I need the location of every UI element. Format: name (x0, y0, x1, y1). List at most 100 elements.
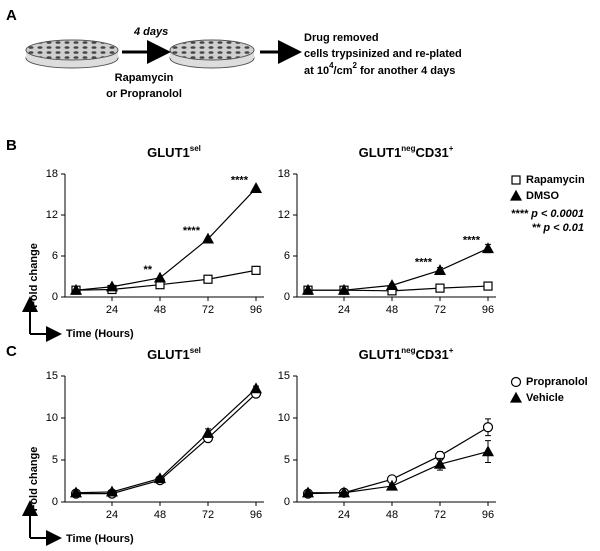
marker (385, 479, 399, 491)
x-tick-label: 72 (202, 304, 214, 316)
x-axis-label: Time (Hours) (66, 533, 134, 545)
dish (25, 39, 119, 69)
y-tick-label: 10 (46, 412, 58, 424)
x-tick-label: 48 (386, 509, 398, 521)
x-tick-label: 24 (338, 509, 350, 521)
text-part: GLUT1 (359, 145, 402, 160)
marker (249, 382, 263, 394)
x-tick-label: 24 (106, 304, 118, 316)
text-part: for another 4 days (357, 65, 455, 77)
marker (251, 265, 261, 275)
y-tick-label: 15 (278, 370, 290, 382)
chart-title: GLUT1sel (147, 144, 201, 160)
y-tick-label: 6 (284, 250, 290, 262)
marker (203, 274, 213, 284)
note: ** p < 0.01 (532, 222, 584, 234)
y-tick-label: 12 (278, 209, 290, 221)
treatment: Rapamycin (115, 72, 174, 84)
outcome: cells trypsinized and re-plated (304, 48, 462, 60)
annotation: ** (143, 264, 152, 276)
legend-label: Vehicle (526, 392, 564, 404)
legend-marker (510, 376, 522, 388)
marker (337, 486, 351, 498)
text-part: CD31 (415, 145, 448, 160)
superscript: + (449, 144, 454, 153)
marker (301, 283, 315, 295)
text-part: CD31 (415, 347, 448, 362)
y-tick-label: 18 (46, 168, 58, 180)
marker (337, 283, 351, 295)
duration: 4 days (133, 26, 168, 38)
y-axis-label: Fold change (28, 243, 40, 308)
superscript: sel (190, 144, 201, 153)
panel-label: C (6, 343, 17, 360)
annotation: **** (231, 174, 249, 186)
marker (482, 422, 494, 433)
treatment: or Propranolol (106, 88, 182, 100)
x-tick-label: 48 (154, 304, 166, 316)
x-tick-label: 48 (154, 509, 166, 521)
superscript: 2 (353, 61, 358, 70)
superscript: 4 (329, 61, 334, 70)
superscript: sel (190, 346, 201, 355)
x-tick-label: 96 (482, 509, 494, 521)
marker (435, 283, 445, 293)
legend-marker (509, 189, 523, 201)
superscript: + (449, 346, 454, 355)
y-tick-label: 0 (284, 496, 290, 508)
legend-marker (511, 175, 521, 185)
x-tick-label: 72 (434, 304, 446, 316)
line (75, 388, 257, 494)
x-tick-label: 96 (250, 304, 262, 316)
marker (483, 281, 493, 291)
marker (153, 271, 167, 283)
marker (249, 182, 263, 193)
legend-label: Propranolol (526, 376, 588, 388)
text-part: GLUT1 (359, 347, 402, 362)
annotation: **** (463, 234, 481, 246)
legend-label: Rapamycin (526, 174, 585, 186)
outcome: Drug removed (304, 32, 379, 44)
x-tick-label: 24 (106, 509, 118, 521)
x-axis-label: Time (Hours) (66, 328, 134, 340)
superscript: neg (401, 144, 415, 153)
y-axis-label: Fold change (28, 447, 40, 512)
x-tick-label: 48 (386, 304, 398, 316)
x-tick-label: 72 (434, 509, 446, 521)
marker (481, 445, 495, 457)
y-tick-label: 0 (52, 496, 58, 508)
dish (169, 39, 255, 69)
superscript: neg (401, 346, 415, 355)
y-tick-label: 0 (284, 291, 290, 303)
marker (385, 279, 399, 290)
note: **** p < 0.0001 (511, 208, 584, 220)
marker (105, 485, 119, 497)
x-tick-label: 24 (338, 304, 350, 316)
chart-title: GLUT1negCD31+ (359, 346, 454, 362)
x-tick-label: 96 (482, 304, 494, 316)
marker (105, 280, 119, 292)
annotation: **** (183, 225, 201, 237)
text-part: /cm (334, 65, 353, 77)
marker (69, 283, 83, 295)
annotation: **** (415, 256, 433, 268)
text-part: at 10 (304, 65, 329, 77)
y-tick-label: 10 (278, 412, 290, 424)
y-tick-label: 15 (46, 370, 58, 382)
y-tick-label: 18 (278, 168, 290, 180)
y-tick-label: 6 (52, 250, 58, 262)
marker (201, 232, 215, 244)
panel-label: B (6, 137, 17, 154)
legend-marker (509, 391, 523, 403)
marker (433, 457, 447, 469)
y-tick-label: 5 (52, 454, 58, 466)
y-tick-label: 5 (284, 454, 290, 466)
y-tick-label: 12 (46, 209, 58, 221)
chart-title: GLUT1sel (147, 346, 201, 362)
marker (301, 486, 315, 498)
marker (481, 242, 495, 254)
outcome: at 104/cm2 for another 4 days (304, 61, 455, 77)
line (308, 247, 489, 291)
marker (153, 472, 167, 484)
marker (201, 426, 215, 438)
